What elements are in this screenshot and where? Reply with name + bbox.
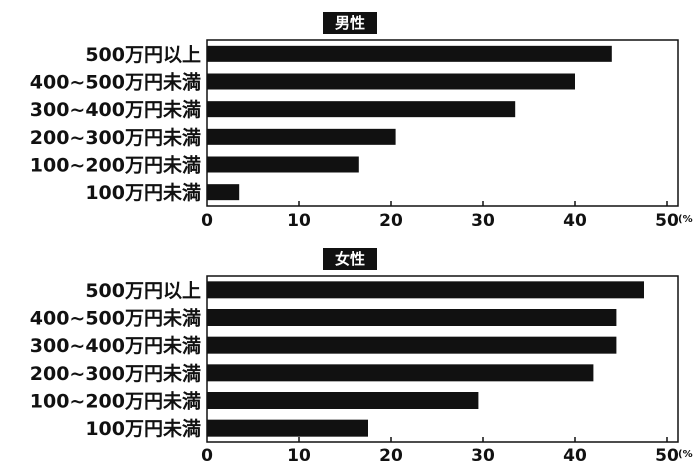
bar-female-5: [207, 419, 368, 437]
x-tick-label: 40: [563, 211, 587, 231]
chart-male: 男性 500万円以上 400~500万円未満 300~400万円未満 200~300万円…: [30, 12, 693, 231]
category-label: 400~500万円未満: [30, 307, 201, 330]
chart-female: 女性 500万円以上 400~500万円未満 300~400万円未満 200~300万円…: [30, 248, 693, 463]
bar-female-3: [207, 364, 594, 382]
chart-title: 女性: [335, 250, 365, 268]
x-unit-label: (%): [678, 449, 693, 460]
x-tick-label: 0: [201, 211, 213, 231]
plot-frame: [206, 275, 679, 443]
bar-male-4: [207, 156, 359, 173]
x-tick-label: 30: [471, 211, 495, 231]
category-label: 300~400万円未満: [30, 98, 201, 121]
category-label: 100万円未満: [85, 417, 201, 440]
x-tick-label: 50: [655, 446, 679, 463]
bar-female-4: [207, 392, 479, 409]
x-tick-label: 10: [287, 211, 311, 231]
x-tick-label: 20: [379, 446, 403, 463]
chart-title-badge: [323, 248, 377, 270]
category-label: 500万円以上: [85, 44, 201, 66]
bar-male-3: [207, 128, 396, 145]
category-label: 500万円以上: [85, 280, 201, 302]
category-label: 100万円未満: [85, 181, 201, 204]
category-label: 400~500万円未満: [30, 71, 201, 94]
x-tick-label: 20: [379, 211, 403, 231]
plot-frame: [206, 39, 679, 207]
chart-title: 男性: [335, 14, 365, 32]
category-label: 300~400万円未満: [30, 334, 201, 357]
category-label: 100~200万円未満: [30, 390, 201, 413]
x-tick-label: 30: [471, 446, 495, 463]
bar-male-2: [207, 101, 516, 118]
category-label: 200~300万円未満: [30, 362, 201, 385]
x-tick-label: 40: [563, 446, 587, 463]
category-label: 200~300万円未満: [30, 126, 201, 149]
bar-female-1: [207, 309, 617, 326]
x-tick-label: 50: [655, 211, 679, 231]
category-label: 100~200万円未満: [30, 154, 201, 177]
bar-male-5: [207, 184, 240, 201]
x-unit-label: (%): [678, 214, 693, 225]
x-tick-label: 0: [201, 446, 213, 463]
chart-title-badge: [323, 12, 377, 34]
bar-male-0: [207, 45, 612, 62]
x-tick-label: 10: [287, 446, 311, 463]
bar-female-2: [207, 336, 617, 354]
bar-male-1: [207, 73, 575, 90]
bar-female-0: [207, 281, 644, 299]
